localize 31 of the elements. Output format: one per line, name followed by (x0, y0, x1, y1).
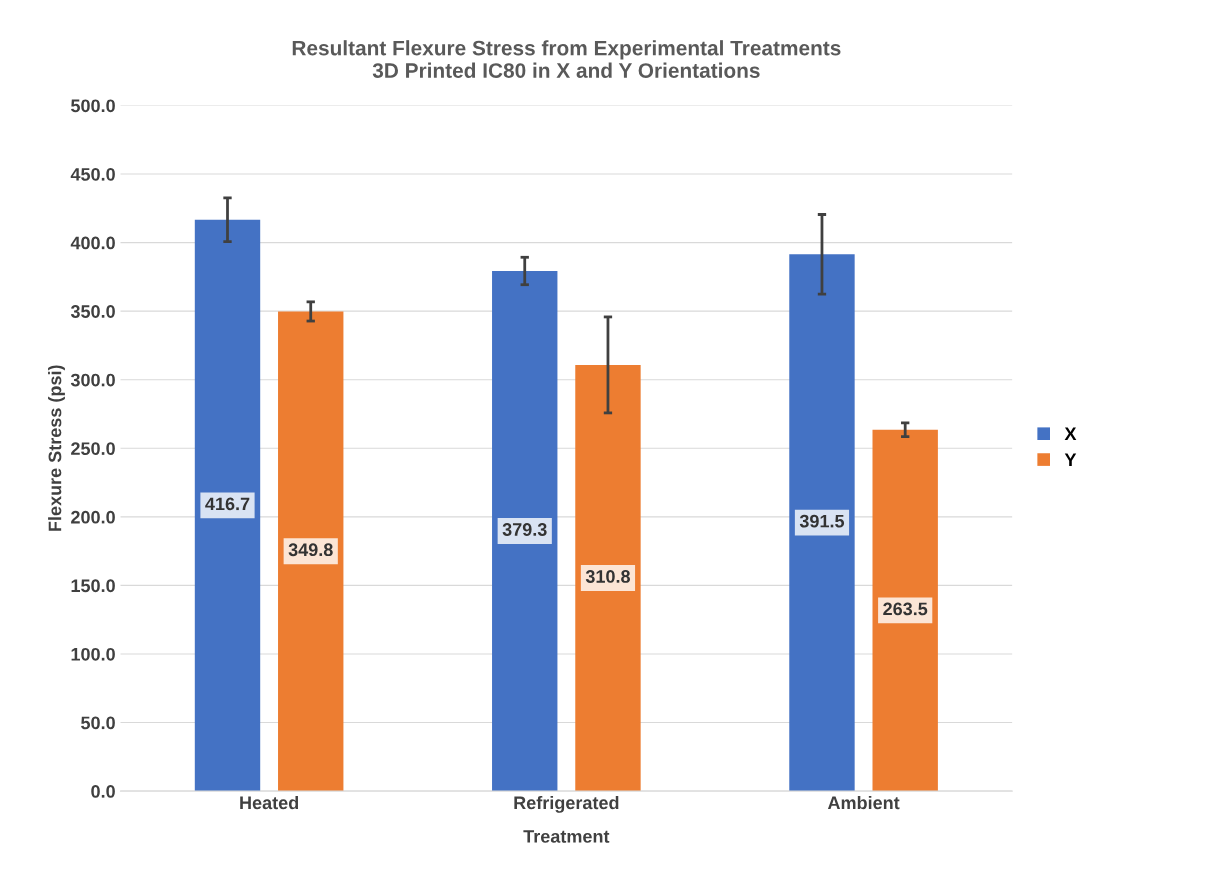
y-tick-label: 300.0 (70, 373, 115, 387)
y-tick-label: 150.0 (71, 579, 115, 593)
y-tick-label: 50.0 (81, 716, 115, 730)
y-tick-label: 450.0 (70, 167, 115, 181)
bar (492, 270, 558, 792)
x-tick-label: Refrigerated (514, 795, 619, 813)
chart-title: Resultant Flexure Stress from Experimental Treatments 3D Printed IC80 in X and Y Orientations (292, 40, 841, 78)
y-tick-label: 350.0 (70, 305, 115, 318)
bar (278, 311, 344, 792)
bar (872, 429, 938, 792)
data-label: 349.8 (288, 543, 333, 557)
bar (575, 364, 641, 792)
x-axis-title: Treatment (523, 830, 610, 843)
data-label: 263.5 (883, 602, 928, 616)
y-tick-label: 200.0 (71, 510, 115, 524)
y-tick-label: 400.0 (70, 236, 115, 250)
y-tick-label: 500.0 (71, 99, 115, 113)
data-label: 391.5 (799, 514, 845, 528)
legend-label: X (1064, 427, 1077, 441)
x-tick-label: Ambient (827, 795, 900, 810)
bar (194, 219, 261, 792)
data-label: 379.3 (502, 523, 547, 536)
y-tick-label: 250.0 (71, 442, 115, 456)
y-tick-label: 0.0 (91, 785, 115, 798)
x-tick-label: Heated (240, 795, 299, 810)
data-label: 416.7 (205, 497, 250, 511)
y-axis-title: Flexure Stress (psi) (48, 365, 65, 531)
data-label: 310.8 (585, 570, 630, 583)
y-tick-label: 100.0 (71, 647, 115, 661)
bar (789, 254, 855, 792)
legend-label: Y (1064, 453, 1077, 466)
